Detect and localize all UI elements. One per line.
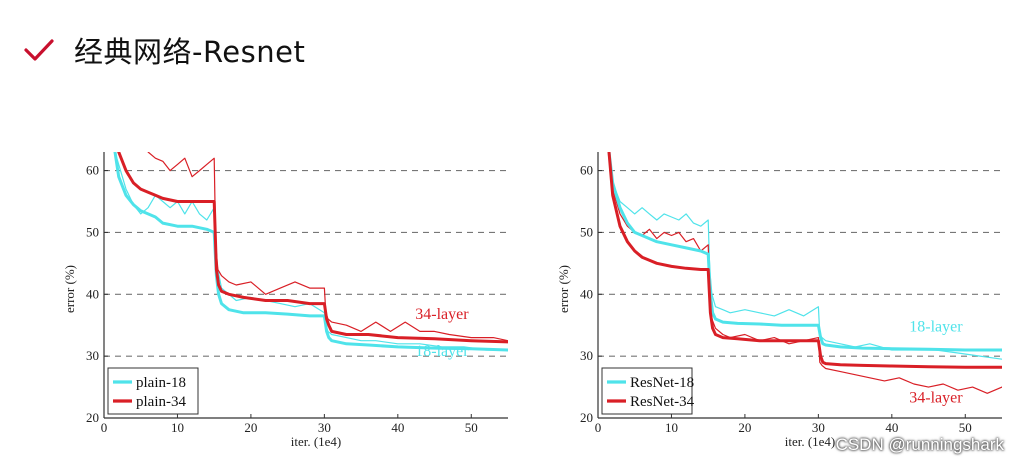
checkmark-icon (24, 39, 54, 61)
series-line-val-plain-18 (113, 152, 508, 352)
x-tick-label: 20 (738, 420, 751, 435)
series-line-train-plain-34 (147, 152, 508, 342)
y-axis-title: error (%) (62, 265, 77, 313)
y-tick-label: 50 (580, 224, 593, 239)
series-line-val-resnet-18 (607, 152, 1002, 352)
y-tick-label: 30 (580, 348, 593, 363)
annotation-label: 18-layer (415, 343, 469, 360)
x-tick-label: 50 (959, 420, 972, 435)
x-tick-label: 10 (171, 420, 184, 435)
y-tick-label: 30 (86, 348, 99, 363)
legend: plain-18 plain-34 (107, 367, 199, 415)
series-line-train-resnet-18 (608, 152, 1002, 360)
legend-label: plain-34 (136, 394, 186, 410)
y-tick-label: 20 (580, 410, 593, 425)
legend-label: plain-18 (136, 375, 186, 391)
legend-label: ResNet-34 (630, 394, 695, 410)
x-tick-label: 50 (465, 420, 478, 435)
legend-box (601, 367, 693, 415)
chart-resnet: 20 30 40 50 60 0 10 20 30 40 50 iter. (1e4) error (%… (556, 152, 1002, 449)
x-axis-title: iter. (1e4) (291, 434, 342, 449)
annotation-label: 34-layer (909, 390, 963, 407)
y-tick-label: 20 (86, 410, 99, 425)
y-tick-label: 60 (580, 163, 593, 178)
series-group (113, 152, 508, 352)
x-tick-label: 10 (665, 420, 678, 435)
x-axis-title: iter. (1e4) (785, 434, 836, 449)
series-line-val-resnet-34 (607, 152, 1002, 369)
chart-plain: 20 30 40 50 60 0 10 20 30 40 50 iter. (1e4) error (%… (62, 152, 508, 449)
legend-box (107, 367, 199, 415)
y-tick-label: 40 (86, 286, 99, 301)
slide-header: 经典网络-Resnet (22, 28, 305, 72)
x-tick-label: 0 (595, 420, 602, 435)
x-tick-label: 40 (391, 420, 404, 435)
x-tick-label: 30 (318, 420, 331, 435)
annotation-label: 18-layer (909, 318, 963, 335)
legend-label: ResNet-18 (630, 375, 694, 391)
series-group (607, 152, 1002, 394)
series-line-val-plain-34 (117, 152, 508, 344)
x-tick-label: 20 (244, 420, 257, 435)
y-tick-label: 60 (86, 163, 99, 178)
series-line-train-resnet-34 (608, 152, 1002, 394)
series-line-train-plain-18 (114, 152, 508, 351)
annotation-label: 34-layer (415, 306, 469, 323)
y-axis-title: error (%) (556, 265, 571, 313)
legend: ResNet-18 ResNet-34 (601, 367, 695, 415)
y-tick-label: 50 (86, 224, 99, 239)
y-tick-label: 40 (580, 286, 593, 301)
x-tick-label: 40 (885, 420, 898, 435)
watermark: CSDN @runningshark (835, 435, 1004, 454)
slide-title: 经典网络-Resnet (74, 35, 306, 69)
x-tick-label: 0 (101, 420, 108, 435)
x-tick-label: 30 (812, 420, 825, 435)
